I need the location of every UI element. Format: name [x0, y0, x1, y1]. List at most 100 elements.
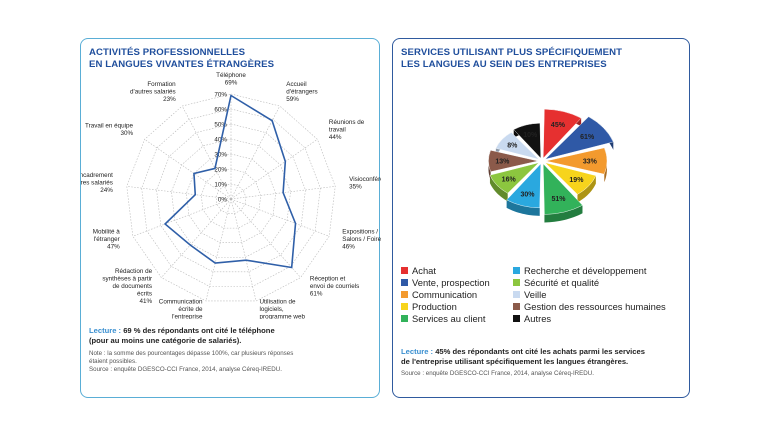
- radar-tick-label: 0%: [218, 197, 228, 204]
- pie-title-line-1: SERVICES UTILISANT PLUS SPÉCIFIQUEMENT: [401, 47, 623, 58]
- radar-chart: 0%10%20%30%40%50%60%70%Téléphone 69% Accue…: [81, 72, 381, 319]
- legend-swatch: [513, 303, 520, 310]
- pie-slice-label: 13%: [495, 159, 510, 166]
- legend-item: Sécurité et qualité: [513, 277, 599, 288]
- radar-grid-ring: [215, 183, 247, 214]
- pie-slice: [489, 162, 540, 194]
- radar-tick-label: 60%: [214, 107, 227, 114]
- radar-grid-ring: [126, 93, 336, 302]
- radar-category-label: Réunions de travail 44%: [329, 119, 365, 141]
- legend-swatch: [401, 315, 408, 322]
- legend-swatch: [513, 267, 520, 274]
- pie-slice-side: [577, 175, 596, 203]
- pie-lecture-text-2: de l'entreprise utilisant spécifiquement…: [401, 356, 629, 366]
- radar-category-label: Expositions / Salons / Foires 46%: [342, 229, 381, 251]
- pie-slice-label: 51%: [551, 196, 566, 203]
- radar-axis-line: [126, 186, 232, 200]
- radar-category-label: Mobilité à l'étranger 47%: [93, 229, 120, 251]
- legend-label: Vente, prospection: [412, 277, 490, 288]
- radar-category-label: Visioconférences35%: [349, 176, 381, 191]
- pie-slice-side: [489, 175, 508, 202]
- pie-slice: [543, 109, 582, 159]
- legend-label: Gestion des ressources humaines: [524, 301, 666, 312]
- pie-lecture-text: 45% des répondants ont cité les achats p…: [433, 347, 645, 356]
- radar-category-label: Formation d'autres salariés 23%: [130, 81, 176, 103]
- legend-swatch: [513, 315, 520, 322]
- pie-slice-label: 8%: [507, 143, 518, 150]
- legend-item: Vente, prospection: [401, 277, 490, 288]
- legend-item: Achat: [401, 265, 436, 276]
- pie-chart: 45% 61% 33% 19% 51% 30% 16% 13% 8% 10%: [488, 109, 614, 223]
- radar-title-line-1: ACTIVITÉS PROFESSIONNELLES: [89, 47, 246, 58]
- legend-swatch: [513, 291, 520, 298]
- pie-slice: [545, 147, 608, 175]
- pie-slice-side: [506, 199, 540, 216]
- radar-lecture: Lecture : 69 % des répondants ont cité l…: [89, 326, 275, 345]
- legend-swatch: [401, 291, 408, 298]
- legend-label: Autres: [524, 313, 552, 324]
- radar-series-line: [163, 94, 297, 269]
- legend-item: Veille: [513, 289, 546, 300]
- pie-slice: [506, 163, 541, 209]
- legend-label: Veille: [524, 289, 547, 300]
- radar-source: Source : enquête DGESCO-CCI France, 2014…: [89, 366, 282, 373]
- radar-grid: [126, 93, 336, 302]
- radar-grid-ring: [141, 108, 321, 287]
- radar-axis-line: [230, 186, 336, 200]
- pie-slices: [488, 109, 614, 215]
- pie-source-text: Source : enquête DGESCO-CCI France, 2014…: [401, 370, 594, 377]
- radar-panel: ACTIVITÉS PROFESSIONNELLES EN LANGUES VI…: [80, 38, 381, 398]
- radar-note-line-1: Note : la somme des pourcentages dépasse…: [89, 350, 294, 357]
- legend-label: Achat: [412, 265, 436, 276]
- radar-grid-ring: [171, 138, 291, 258]
- legend-label: Sécurité et qualité: [524, 277, 600, 288]
- pie-slice: [543, 163, 583, 215]
- radar-axis-line: [205, 198, 232, 302]
- radar-axis-line: [144, 139, 232, 200]
- legend-label: Services au client: [412, 313, 486, 324]
- radar-tick-label: 20%: [214, 167, 227, 174]
- pie-panel: SERVICES UTILISANT PLUS SPÉCIFIQUEMENT L…: [392, 38, 690, 398]
- pie-title-line-2: LES LANGUES AU SEIN DES ENTREPRISES: [401, 59, 607, 70]
- pie-slice-label: 19%: [569, 177, 584, 184]
- radar-lecture-label: Lecture :: [89, 326, 122, 335]
- radar-tick-label: 70%: [214, 92, 227, 99]
- pie-source: Source : enquête DGESCO-CCI France, 2014…: [401, 370, 594, 378]
- legend-item: Communication: [401, 289, 477, 300]
- radar-tick-label: 50%: [214, 122, 227, 129]
- pie-lecture: Lecture : 45% des répondants ont cité le…: [401, 347, 645, 366]
- legend-swatch: [401, 303, 408, 310]
- radar-axis-line: [132, 198, 232, 237]
- pie-lecture-label: Lecture :: [401, 347, 434, 356]
- legend-item: Autres: [513, 313, 551, 324]
- radar-category-label: Travail en équipe 30%: [85, 123, 134, 138]
- radar-grid-ring: [200, 168, 262, 229]
- radar-category-label: Téléphone 69%: [216, 72, 246, 87]
- legend-swatch: [513, 279, 520, 286]
- radar-tick-label: 10%: [214, 182, 227, 189]
- radar-axis-line: [230, 198, 301, 278]
- radar-title-line-2: EN LANGUES VIVANTES ÉTRANGÈRES: [89, 59, 275, 70]
- radar-category-label: Réception et envoi de courriels 61%: [310, 276, 359, 298]
- legend-label: Communication: [412, 289, 478, 300]
- radar-category-label: Rédaction de synthèses à partir de documen…: [102, 268, 152, 305]
- radar-note-line-2: étaient possibles.: [89, 358, 137, 365]
- pie-slice-label: 10%: [523, 132, 538, 139]
- radar-axis-line: [230, 198, 257, 302]
- radar-tick-label: 30%: [214, 152, 227, 159]
- pie-slice: [495, 132, 540, 160]
- legend-label: Recherche et développement: [524, 265, 647, 276]
- pie-slice: [544, 116, 614, 160]
- legend-item: Gestion des ressources humaines: [513, 301, 666, 312]
- pie-slice: [544, 162, 597, 195]
- pie-slice-label: 61%: [580, 134, 595, 141]
- radar-lecture-text-2: (pour au moins une catégorie de salariés…: [89, 335, 242, 345]
- radar-note: Note : la somme des pourcentages dépasse…: [89, 350, 293, 374]
- legend-item: Recherche et développement: [513, 265, 646, 276]
- pie-title: SERVICES UTILISANT PLUS SPÉCIFIQUEMENT L…: [401, 47, 622, 71]
- pie-slice-label: 16%: [502, 176, 517, 183]
- legend-item: Production: [401, 301, 457, 312]
